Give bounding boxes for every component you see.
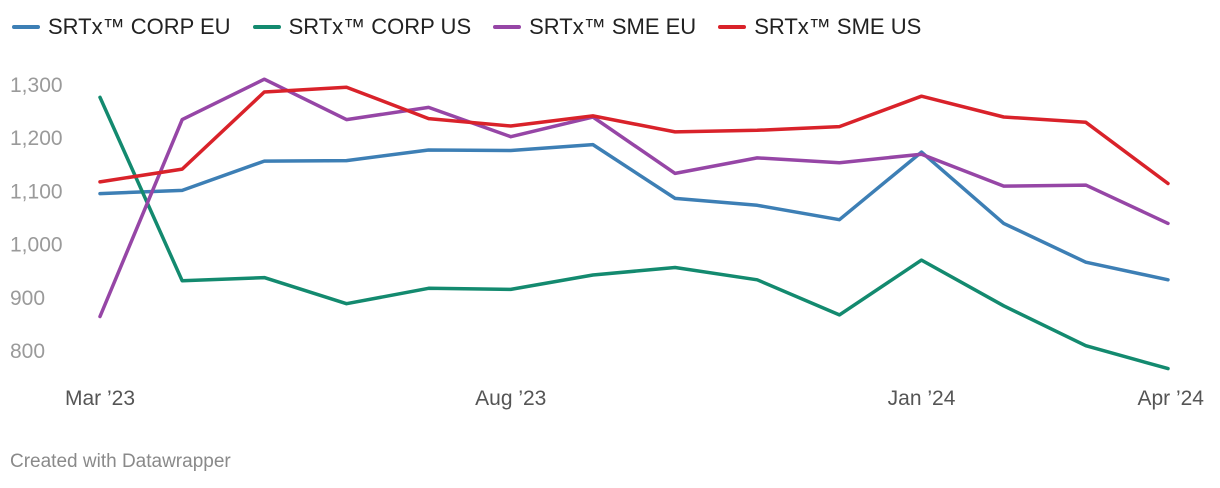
y-axis: 800 900 1,000 1,100 1,200 1,300	[10, 74, 63, 363]
legend-item-sme-eu: SRTx™ SME EU	[493, 14, 696, 40]
y-tick-label: 1,200	[10, 127, 63, 150]
series-layer	[98, 77, 1170, 371]
legend-swatch-corp-eu	[12, 25, 40, 29]
x-tick-label: Apr ’24	[1137, 387, 1204, 410]
x-tick-label: Aug ’23	[475, 387, 546, 410]
line-chart: 800 900 1,000 1,100 1,200 1,300 Mar ’23 Aug ’2…	[10, 74, 1204, 410]
y-tick-label: 1,100	[10, 180, 63, 203]
y-tick-label: 1,000	[10, 234, 63, 257]
legend-item-sme-us: SRTx™ SME US	[718, 14, 921, 40]
series-line-sme-us	[98, 85, 1170, 186]
x-tick-label: Jan ’24	[888, 387, 956, 410]
legend-item-corp-eu: SRTx™ CORP EU	[12, 14, 231, 40]
series-line-corp-eu	[98, 142, 1170, 282]
chart-legend: SRTx™ CORP EU SRTx™ CORP US SRTx™ SME EU…	[12, 14, 921, 40]
legend-label-sme-us: SRTx™ SME US	[754, 14, 922, 39]
series-line-corp-us	[98, 95, 1170, 371]
legend-label-corp-eu: SRTx™ CORP EU	[48, 14, 231, 39]
legend-swatch-sme-eu	[493, 25, 522, 29]
y-tick-label: 900	[10, 287, 45, 310]
legend-label-corp-us: SRTx™ CORP US	[288, 14, 472, 39]
series-line-sme-eu	[98, 77, 1170, 319]
y-tick-label: 1,300	[10, 74, 63, 97]
legend-swatch-sme-us	[718, 25, 747, 29]
legend-label-sme-eu: SRTx™ SME EU	[529, 14, 697, 39]
y-tick-label: 800	[10, 340, 45, 363]
footer-credit: Created with Datawrapper	[10, 451, 231, 472]
x-tick-label: Mar ’23	[65, 387, 135, 410]
legend-swatch-corp-us	[252, 25, 281, 29]
x-axis: Mar ’23 Aug ’23 Jan ’24 Apr ’24	[65, 387, 1204, 410]
legend-item-corp-us: SRTx™ CORP US	[252, 14, 472, 40]
